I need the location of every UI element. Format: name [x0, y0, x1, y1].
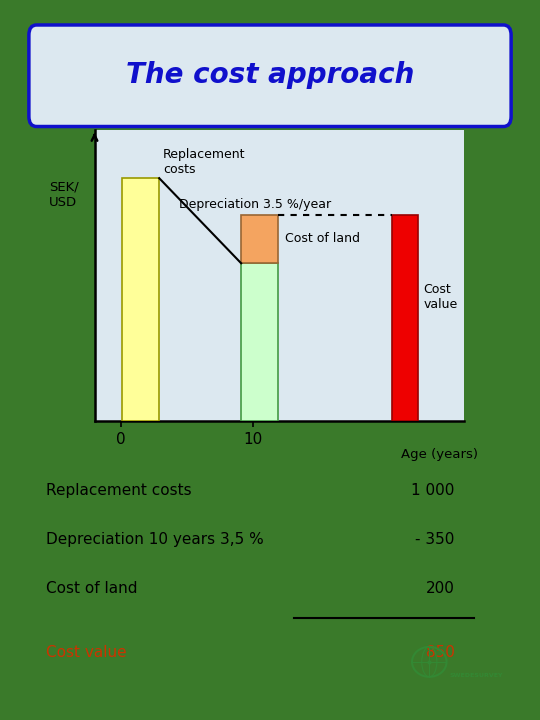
- FancyBboxPatch shape: [29, 25, 511, 127]
- Bar: [122, 178, 159, 421]
- Text: - 350: - 350: [415, 532, 455, 547]
- Text: SWEDESURVEY: SWEDESURVEY: [449, 673, 503, 678]
- Text: Cost of land: Cost of land: [285, 233, 360, 246]
- Text: Replacement costs: Replacement costs: [46, 483, 192, 498]
- Text: 850: 850: [426, 644, 455, 660]
- Bar: [241, 215, 278, 264]
- Text: Age (years): Age (years): [401, 448, 477, 461]
- Text: Cost of land: Cost of land: [46, 581, 138, 596]
- Text: Replacement
costs: Replacement costs: [163, 148, 246, 176]
- Text: Depreciation 3.5 %/year: Depreciation 3.5 %/year: [179, 197, 331, 211]
- Bar: [241, 264, 278, 421]
- Bar: [392, 215, 418, 421]
- Text: Depreciation 10 years 3,5 %: Depreciation 10 years 3,5 %: [46, 532, 264, 547]
- Text: The cost approach: The cost approach: [126, 61, 414, 89]
- Text: Cost
value: Cost value: [423, 283, 458, 311]
- Text: Cost value: Cost value: [46, 644, 127, 660]
- Text: SEK/
USD: SEK/ USD: [49, 181, 79, 209]
- Text: 1 000: 1 000: [411, 483, 455, 498]
- Text: 200: 200: [426, 581, 455, 596]
